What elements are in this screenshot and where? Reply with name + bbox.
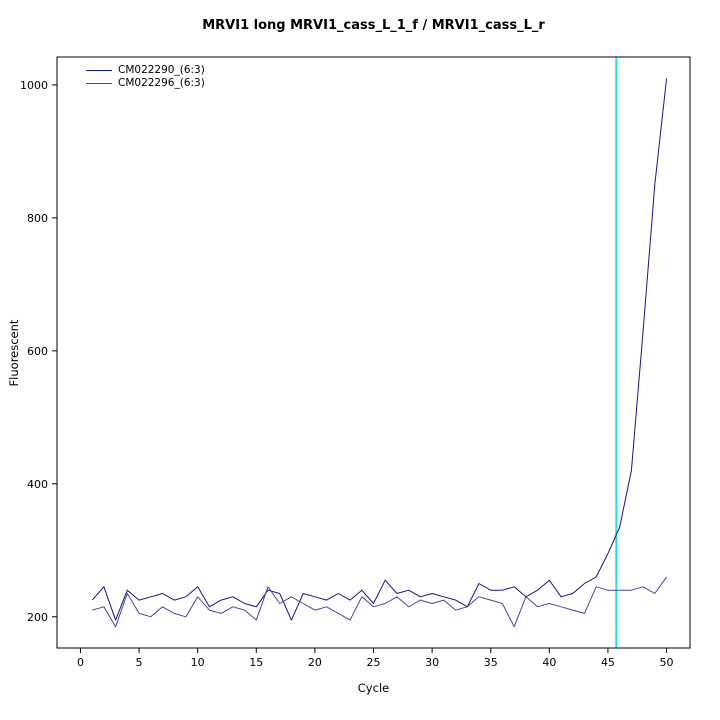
x-axis-label: Cycle (357, 681, 390, 695)
y-tick-label: 400 (27, 478, 48, 491)
x-tick-label: 35 (484, 656, 498, 669)
x-tick-label: 10 (191, 656, 205, 669)
chart-title: MRVI1 long MRVI1_cass_L_1_f / MRVI1_cass… (202, 18, 545, 33)
legend-line-swatch (86, 70, 112, 71)
x-tick-label: 5 (136, 656, 143, 669)
x-tick-label: 15 (249, 656, 263, 669)
y-tick-label: 1000 (20, 79, 48, 92)
legend-line-swatch (86, 83, 112, 84)
legend-item: CM022296_(6:3) (86, 77, 205, 90)
x-tick-label: 0 (77, 656, 84, 669)
legend-label: CM022296_(6:3) (118, 77, 205, 89)
y-tick-label: 600 (27, 345, 48, 358)
legend-item: CM022290_(6:3) (86, 64, 205, 77)
x-tick-label: 20 (308, 656, 322, 669)
y-axis-label: Fluorescent (7, 319, 21, 387)
x-tick-label: 40 (542, 656, 556, 669)
y-tick-label: 200 (27, 611, 48, 624)
legend: CM022290_(6:3) CM022296_(6:3) (86, 64, 205, 90)
x-tick-label: 30 (425, 656, 439, 669)
plot-border (56, 56, 691, 649)
x-tick-label: 25 (367, 656, 381, 669)
series-line-0 (91, 78, 668, 621)
series-line-1 (92, 576, 668, 628)
y-tick-label: 800 (27, 212, 48, 225)
x-tick-label: 45 (601, 656, 615, 669)
x-tick-label: 50 (660, 656, 674, 669)
legend-label: CM022290_(6:3) (118, 64, 205, 76)
